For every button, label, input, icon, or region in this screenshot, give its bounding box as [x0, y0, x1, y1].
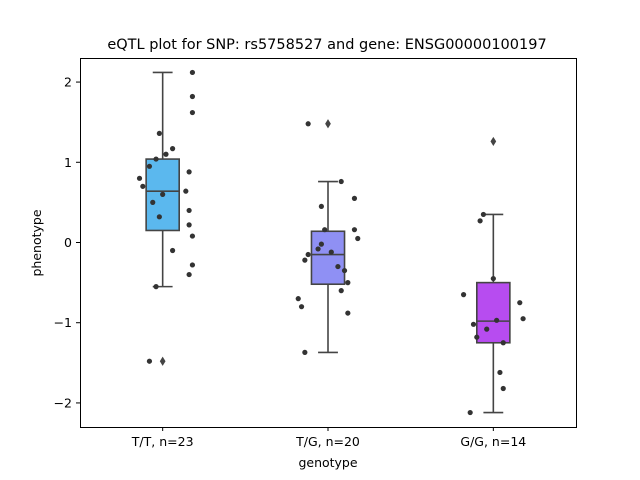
box-group-2: [460, 136, 526, 416]
data-point-1-17: [298, 304, 305, 310]
plot-area: [136, 69, 526, 416]
x-tick-label-1: T/G, n=20: [295, 434, 360, 449]
x-axis: T/T, n=23 T/G, n=20 G/G, n=14: [131, 427, 526, 449]
y-tick-label-2: 0: [64, 235, 72, 250]
data-point-2-3: [460, 292, 467, 298]
data-point-0-12: [160, 191, 166, 197]
data-point-1-12: [335, 263, 341, 270]
outlier-1-0: [325, 119, 331, 129]
data-point-2-1: [477, 218, 483, 224]
data-point-0-14: [186, 207, 192, 214]
data-point-0-11: [183, 188, 189, 194]
data-point-0-20: [186, 271, 192, 278]
data-point-1-5: [322, 227, 328, 233]
y-tick-label-3: −1: [54, 315, 72, 330]
data-point-2-6: [470, 321, 477, 327]
data-point-1-7: [318, 241, 324, 247]
data-point-1-4: [351, 227, 358, 233]
data-point-1-13: [341, 267, 348, 274]
data-point-1-9: [328, 249, 334, 255]
data-point-2-0: [480, 211, 487, 218]
x-axis-label: genotype: [298, 455, 357, 470]
outlier-2-0: [490, 136, 497, 147]
data-point-2-8: [474, 334, 480, 340]
data-point-1-18: [345, 310, 351, 316]
data-point-0-16: [186, 222, 192, 228]
data-point-0-7: [146, 163, 153, 169]
box-group-1: [295, 119, 361, 355]
data-point-2-9: [500, 340, 506, 346]
data-point-0-3: [156, 130, 162, 137]
x-tick-label-0: T/T, n=23: [131, 434, 194, 449]
y-tick-label-1: 1: [64, 155, 72, 170]
data-point-1-11: [302, 257, 308, 263]
data-point-2-11: [500, 385, 506, 392]
data-point-0-9: [136, 175, 143, 181]
data-point-0-5: [163, 151, 169, 157]
data-point-1-10: [305, 251, 311, 258]
data-point-0-21: [153, 284, 159, 290]
data-point-0-15: [156, 214, 162, 220]
data-point-1-19: [302, 349, 308, 355]
box-1: [310, 230, 346, 286]
y-axis-label: phenotype: [29, 209, 44, 276]
data-point-1-14: [345, 280, 351, 286]
data-point-2-12: [467, 409, 473, 416]
data-point-0-6: [153, 156, 159, 162]
data-point-2-7: [484, 326, 490, 332]
data-point-2-10: [497, 369, 503, 376]
data-point-1-16: [295, 296, 301, 302]
data-point-2-4: [517, 300, 523, 306]
data-point-2-13: [494, 317, 500, 323]
data-point-1-8: [315, 246, 321, 252]
data-point-1-1: [338, 178, 344, 185]
box-2: [475, 281, 511, 344]
data-point-1-0: [305, 121, 311, 127]
data-point-0-8: [186, 169, 192, 175]
data-point-0-10: [140, 183, 146, 189]
data-point-1-6: [355, 235, 361, 242]
data-point-0-0: [189, 69, 196, 76]
outlier-0-0: [159, 356, 166, 366]
data-point-2-2: [490, 275, 496, 282]
box-group-0: [136, 69, 196, 366]
y-axis: 2 1 0 −1 −2: [54, 75, 80, 410]
data-point-0-4: [169, 146, 176, 152]
data-point-0-13: [150, 199, 156, 205]
data-point-0-17: [189, 233, 196, 239]
data-point-1-15: [338, 288, 344, 294]
data-point-0-19: [189, 262, 196, 268]
x-tick-label-2: G/G, n=14: [460, 434, 526, 449]
data-point-1-2: [351, 195, 358, 201]
chart-title: eQTL plot for SNP: rs5758527 and gene: E…: [107, 37, 546, 53]
y-tick-label-0: 2: [64, 75, 72, 90]
data-point-2-5: [520, 316, 526, 322]
data-point-0-1: [189, 93, 196, 100]
data-point-0-22: [146, 358, 153, 364]
y-tick-label-4: −2: [54, 395, 72, 410]
data-point-0-18: [169, 247, 176, 254]
data-point-0-2: [189, 109, 196, 116]
data-point-1-3: [318, 203, 324, 210]
